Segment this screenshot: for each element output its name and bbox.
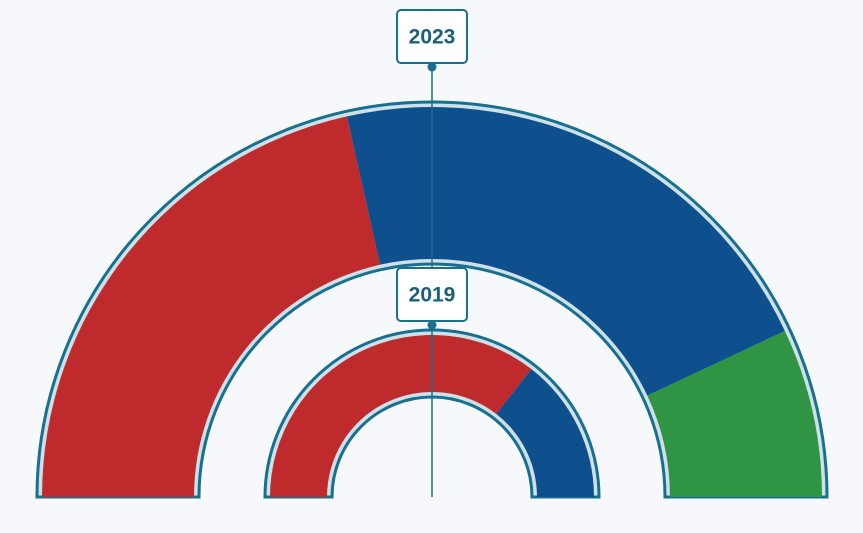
segment	[42, 116, 381, 498]
pointer-dot	[427, 62, 437, 72]
segment	[647, 330, 822, 497]
label-box	[396, 267, 468, 322]
pointer-dot	[427, 320, 437, 330]
chart-title: 2023	[409, 26, 456, 49]
chart-title: 2019	[409, 284, 456, 307]
segment	[270, 334, 532, 497]
segment	[346, 107, 785, 396]
label-box	[396, 9, 468, 64]
segment	[496, 368, 594, 497]
